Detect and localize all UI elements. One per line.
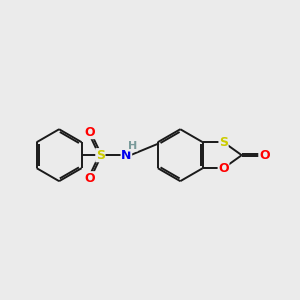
Text: N: N <box>121 149 131 162</box>
Text: O: O <box>259 149 269 162</box>
Text: H: H <box>128 141 137 151</box>
Text: S: S <box>96 149 105 162</box>
Text: O: O <box>84 172 95 185</box>
Text: O: O <box>84 126 95 139</box>
Text: O: O <box>218 162 229 175</box>
Text: S: S <box>219 136 228 149</box>
